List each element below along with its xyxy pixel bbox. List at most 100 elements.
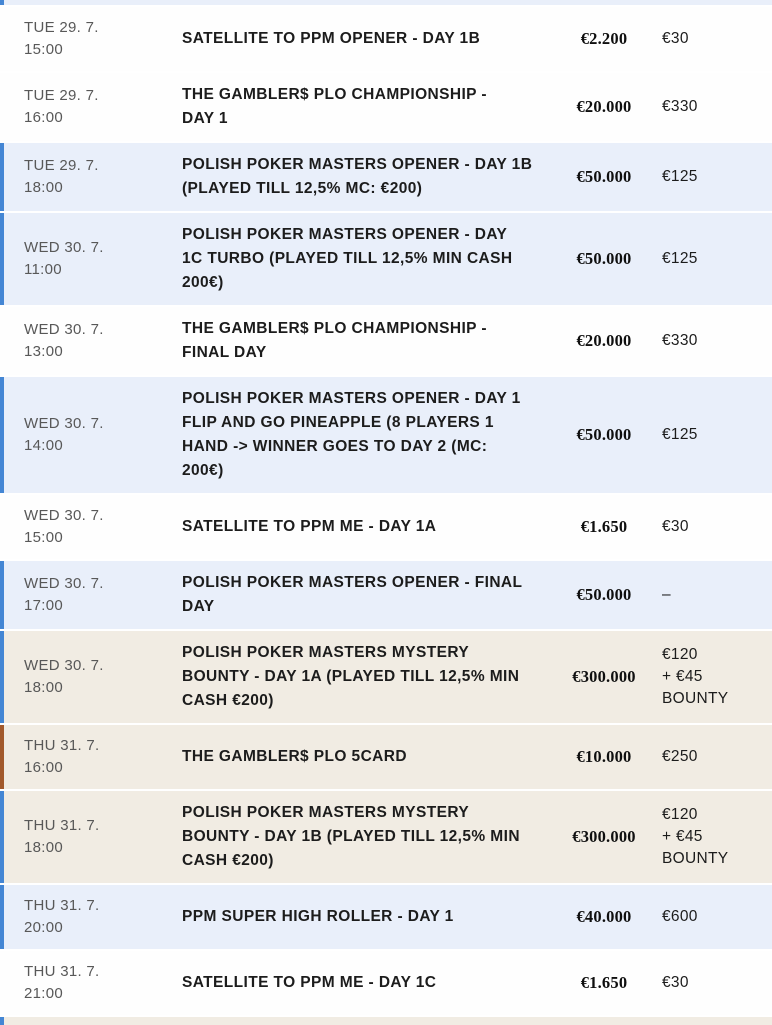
guarantee-value: €10.000 [576, 747, 632, 766]
buyin-value: – [662, 586, 671, 603]
top-partial-row [0, 0, 772, 5]
date-label: WED 30. 7. [24, 239, 104, 256]
tournament-row[interactable]: THU 31. 7. 18:00 POLISH POKER MASTERS MY… [0, 791, 772, 883]
date-label: TUE 29. 7. [24, 19, 99, 36]
time-label: 13:00 [24, 343, 64, 360]
tournament-row[interactable]: TUE 29. 7. 18:00 POLISH POKER MASTERS OP… [0, 143, 772, 211]
date-cell: WED 30. 7. 14:00 [0, 413, 182, 457]
tournament-title: SATELLITE TO PPM ME - DAY 1C [182, 974, 437, 991]
date-label: WED 30. 7. [24, 507, 104, 524]
date-cell: WED 30. 7. 13:00 [0, 319, 182, 363]
buyin-value: €600 [662, 908, 698, 925]
guarantee-value: €40.000 [576, 907, 632, 926]
time-label: 15:00 [24, 529, 64, 546]
bottom-partial-row [0, 1017, 772, 1025]
date-label: THU 31. 7. [24, 963, 100, 980]
buyin-value: €250 [662, 748, 698, 765]
buyin-value: €330 [662, 98, 698, 115]
buyin-value: €330 [662, 332, 698, 349]
date-cell: WED 30. 7. 18:00 [0, 655, 182, 699]
time-label: 18:00 [24, 179, 64, 196]
guarantee-value: €2.200 [580, 29, 628, 48]
row-accent-stripe [0, 0, 4, 5]
tournament-row[interactable]: WED 30. 7. 18:00 POLISH POKER MASTERS MY… [0, 631, 772, 723]
time-label: 18:00 [24, 679, 64, 696]
buyin-value: €125 [662, 168, 698, 185]
date-cell: WED 30. 7. 15:00 [0, 505, 182, 549]
time-label: 21:00 [24, 985, 64, 1002]
tournament-row[interactable]: THU 31. 7. 16:00 THE GAMBLER$ PLO 5CARD … [0, 725, 772, 789]
date-cell: TUE 29. 7. 16:00 [0, 85, 182, 129]
date-cell: WED 30. 7. 11:00 [0, 237, 182, 281]
row-accent-stripe [0, 791, 4, 883]
tournament-row[interactable]: THU 31. 7. 21:00 SATELLITE TO PPM ME - D… [0, 951, 772, 1015]
guarantee-value: €50.000 [576, 585, 632, 604]
buyin-value: €120 + €45 BOUNTY [662, 806, 729, 867]
tournament-row[interactable]: WED 30. 7. 13:00 THE GAMBLER$ PLO CHAMPI… [0, 307, 772, 375]
guarantee-value: €1.650 [580, 973, 628, 992]
tournament-title: POLISH POKER MASTERS OPENER - DAY 1B (PL… [182, 156, 533, 197]
date-label: THU 31. 7. [24, 817, 100, 834]
date-cell: WED 30. 7. 17:00 [0, 573, 182, 617]
date-label: WED 30. 7. [24, 657, 104, 674]
buyin-value: €125 [662, 426, 698, 443]
date-cell: TUE 29. 7. 15:00 [0, 17, 182, 61]
date-label: TUE 29. 7. [24, 157, 99, 174]
tournament-title: POLISH POKER MASTERS OPENER - DAY 1C TUR… [182, 226, 513, 291]
time-label: 15:00 [24, 41, 64, 58]
guarantee-value: €50.000 [576, 167, 632, 186]
row-accent-stripe [0, 377, 4, 493]
buyin-value: €30 [662, 974, 689, 991]
guarantee-value: €1.650 [580, 517, 628, 536]
date-cell: THU 31. 7. 16:00 [0, 735, 182, 779]
guarantee-value: €300.000 [572, 827, 636, 846]
tournament-title: SATELLITE TO PPM ME - DAY 1A [182, 518, 437, 535]
date-label: WED 30. 7. [24, 415, 104, 432]
date-cell: THU 31. 7. 21:00 [0, 961, 182, 1005]
guarantee-value: €20.000 [576, 97, 632, 116]
tournament-row[interactable]: WED 30. 7. 14:00 POLISH POKER MASTERS OP… [0, 377, 772, 493]
row-accent-stripe [0, 143, 4, 211]
date-label: WED 30. 7. [24, 321, 104, 338]
tournament-title: THE GAMBLER$ PLO 5CARD [182, 748, 407, 765]
tournament-title: SATELLITE TO PPM OPENER - DAY 1B [182, 30, 481, 47]
row-accent-stripe [0, 725, 4, 789]
time-label: 11:00 [24, 261, 62, 278]
date-cell: THU 31. 7. 18:00 [0, 815, 182, 859]
tournament-title: THE GAMBLER$ PLO CHAMPIONSHIP - FINAL DA… [182, 320, 487, 361]
tournament-title: THE GAMBLER$ PLO CHAMPIONSHIP - DAY 1 [182, 86, 487, 127]
buyin-value: €125 [662, 250, 698, 267]
row-accent-stripe [0, 1017, 4, 1025]
tournament-row[interactable]: TUE 29. 7. 15:00 SATELLITE TO PPM OPENER… [0, 7, 772, 71]
tournament-title: POLISH POKER MASTERS MYSTERY BOUNTY - DA… [182, 644, 520, 709]
buyin-value: €30 [662, 30, 689, 47]
time-label: 14:00 [24, 437, 64, 454]
buyin-value: €120 + €45 BOUNTY [662, 646, 729, 707]
date-label: THU 31. 7. [24, 897, 100, 914]
tournament-row[interactable]: WED 30. 7. 17:00 POLISH POKER MASTERS OP… [0, 561, 772, 629]
date-label: TUE 29. 7. [24, 87, 99, 104]
time-label: 16:00 [24, 109, 64, 126]
tournament-title: POLISH POKER MASTERS OPENER - DAY 1 FLIP… [182, 390, 521, 479]
time-label: 16:00 [24, 759, 64, 776]
tournament-row[interactable]: THU 31. 7. 20:00 PPM SUPER HIGH ROLLER -… [0, 885, 772, 949]
row-accent-stripe [0, 213, 4, 305]
tournament-row[interactable]: WED 30. 7. 15:00 SATELLITE TO PPM ME - D… [0, 495, 772, 559]
row-accent-stripe [0, 561, 4, 629]
tournament-row[interactable]: WED 30. 7. 11:00 POLISH POKER MASTERS OP… [0, 213, 772, 305]
tournament-title: POLISH POKER MASTERS MYSTERY BOUNTY - DA… [182, 804, 520, 869]
guarantee-value: €20.000 [576, 331, 632, 350]
guarantee-value: €50.000 [576, 249, 632, 268]
buyin-value: €30 [662, 518, 689, 535]
guarantee-value: €50.000 [576, 425, 632, 444]
date-cell: THU 31. 7. 20:00 [0, 895, 182, 939]
guarantee-value: €300.000 [572, 667, 636, 686]
time-label: 18:00 [24, 839, 64, 856]
tournament-title: PPM SUPER HIGH ROLLER - DAY 1 [182, 908, 454, 925]
date-cell: TUE 29. 7. 18:00 [0, 155, 182, 199]
tournament-row[interactable]: TUE 29. 7. 16:00 THE GAMBLER$ PLO CHAMPI… [0, 73, 772, 141]
date-label: THU 31. 7. [24, 737, 100, 754]
tournament-title: POLISH POKER MASTERS OPENER - FINAL DAY [182, 574, 523, 615]
time-label: 17:00 [24, 597, 64, 614]
